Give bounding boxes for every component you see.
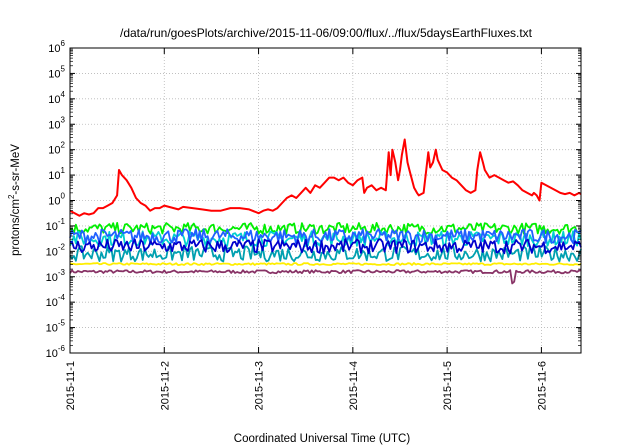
x-tick-label: 2015-11-3 [254,361,266,410]
y-tick-label: 102 [48,141,65,157]
series-group [69,138,582,285]
chart-title: /data/run/goesPlots/archive/2015-11-06/0… [120,26,533,40]
y-tick-label: 10-5 [46,319,66,335]
x-axis-label: Coordinated Universal Time (UTC) [234,433,411,445]
y-tick-label: 10-3 [46,268,66,284]
y-tick-label: 10-6 [46,344,66,360]
series-line [69,222,582,235]
y-tick-label: 10-4 [46,293,66,309]
x-tick-label: 2015-11-1 [65,361,77,410]
y-axis-label: protons/cm2-s-sr-MeV [7,144,22,256]
series-line [69,228,582,245]
y-tick-label: 105 [48,64,65,80]
grid-lines [70,48,581,353]
series-line [69,262,582,266]
series-line [69,245,582,263]
x-axis-ticks: 2015-11-1 2015-11-2 2015-11-3 2015-11-4 2015… [65,48,548,410]
series-line [69,269,582,285]
y-tick-label: 10-2 [46,242,66,258]
y-tick-label: 10-1 [46,217,66,233]
y-tick-label: 106 [48,39,65,55]
x-tick-label: 2015-11-4 [348,361,360,410]
y-tick-label: 103 [48,115,65,131]
y-tick-label: 104 [48,90,65,106]
y-axis-ticks: 10-6 10-5 10-4 10-3 10-2 10-1 100 101 102 103 104 1… [46,39,581,360]
series-line [69,238,582,255]
y-tick-label: 100 [48,192,65,208]
x-tick-label: 2015-11-2 [159,361,171,410]
series-line [69,138,582,217]
x-tick-label: 2015-11-5 [442,361,454,410]
x-tick-label: 2015-11-6 [536,361,548,410]
y-tick-label: 101 [48,166,65,182]
